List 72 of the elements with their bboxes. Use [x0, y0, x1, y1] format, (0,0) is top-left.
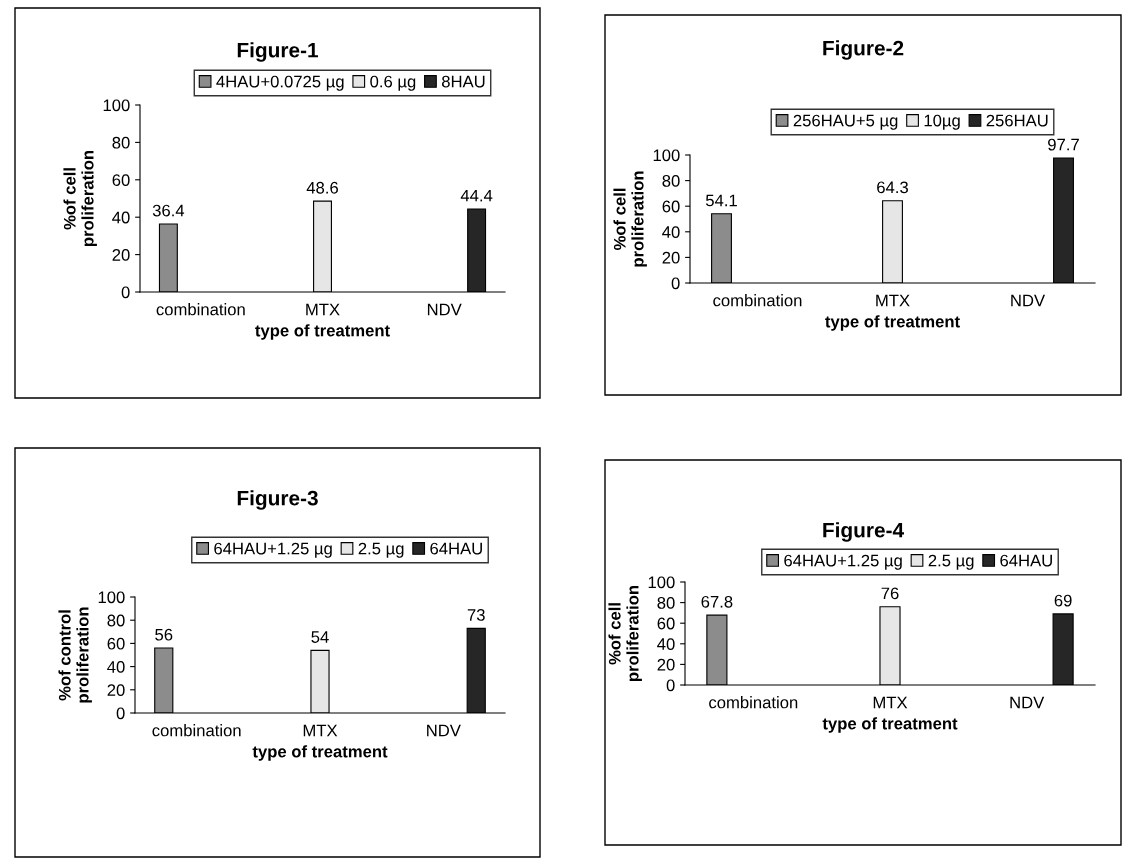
y-tick-label: 0 — [121, 286, 130, 299]
x-tick-label: combination — [709, 696, 798, 709]
x-tick-label: MTX — [873, 696, 908, 709]
legend-label: 8HAU — [442, 75, 485, 88]
y-axis-title: %of cell proliferation — [63, 150, 97, 247]
legend-label: 0.6 µg — [370, 75, 416, 91]
y-axis-title: %of cell proliferation — [613, 171, 647, 267]
legend-label: 2.5 µg — [358, 542, 404, 558]
data-label: 67.8 — [701, 595, 733, 608]
data-label: 69 — [1054, 594, 1072, 607]
y-tick-label: 40 — [112, 211, 130, 224]
legend-label: 256HAU — [986, 114, 1048, 127]
y-tick-label: 100 — [103, 99, 130, 112]
y-tick-label: 60 — [657, 617, 675, 630]
y-axis-title: %of control proliferation — [58, 607, 92, 703]
data-label: 54 — [311, 631, 329, 643]
x-axis-title: type of treatment — [825, 315, 960, 331]
chart-title: Figure-4 — [823, 522, 904, 542]
y-tick-label: 40 — [662, 226, 680, 238]
legend-label: 2.5 µg — [928, 554, 974, 570]
x-tick-label: combination — [713, 294, 802, 307]
y-tick-label: 60 — [662, 200, 680, 213]
data-label: 36.4 — [152, 204, 185, 217]
data-label: 64.3 — [877, 181, 908, 194]
legend-label: 256HAU+5 µg — [793, 114, 898, 130]
y-tick-label: 80 — [107, 614, 125, 627]
legend-label: 64HAU — [430, 542, 482, 555]
chart-title: Figure-2 — [823, 40, 904, 60]
y-tick-label: 40 — [107, 661, 125, 673]
x-axis-title: type of treatment — [822, 717, 958, 733]
y-tick-label: 20 — [107, 684, 125, 696]
x-tick-label: MTX — [306, 303, 340, 316]
legend-label: 64HAU — [1000, 554, 1052, 567]
y-tick-label: 20 — [112, 249, 130, 261]
y-tick-label: 0 — [666, 679, 675, 692]
data-label: 73 — [467, 609, 485, 621]
y-tick-label: 60 — [112, 174, 130, 186]
y-tick-label: 20 — [662, 251, 680, 264]
y-tick-label: 0 — [671, 277, 680, 290]
chart-title: Figure-3 — [237, 490, 318, 510]
y-tick-label: 100 — [98, 591, 125, 604]
chart-title: Figure-1 — [237, 42, 319, 62]
x-tick-label: NDV — [1011, 294, 1046, 307]
data-label: 76 — [881, 587, 899, 600]
y-tick-label: 60 — [107, 637, 125, 650]
y-axis-title: %of cell proliferation — [608, 585, 642, 682]
x-tick-label: MTX — [303, 724, 338, 737]
y-tick-label: 40 — [657, 638, 675, 650]
y-tick-label: 0 — [116, 707, 125, 720]
x-tick-label: NDV — [427, 724, 461, 737]
x-axis-title: type of treatment — [255, 324, 390, 340]
data-label: 56 — [155, 628, 173, 641]
y-tick-label: 80 — [112, 136, 130, 149]
legend-label: 64HAU+1.25 µg — [214, 542, 332, 558]
y-tick-label: 100 — [653, 149, 680, 162]
data-label: 97.7 — [1048, 138, 1079, 151]
x-tick-label: MTX — [876, 294, 910, 307]
data-label: 44.4 — [460, 189, 493, 202]
data-label: 48.6 — [306, 181, 338, 194]
legend-label: 10µg — [924, 114, 960, 130]
y-tick-label: 20 — [657, 658, 675, 671]
y-tick-label: 80 — [657, 597, 675, 609]
x-tick-label: combination — [152, 724, 241, 737]
y-tick-label: 100 — [648, 576, 675, 589]
y-tick-label: 80 — [662, 175, 680, 187]
legend-label: 4HAU+0.0725 µg — [216, 75, 344, 91]
x-tick-label: combination — [156, 303, 245, 316]
legend-label: 64HAU+1.25 µg — [784, 554, 902, 570]
data-label: 54.1 — [705, 194, 737, 207]
x-axis-title: type of treatment — [252, 745, 388, 761]
x-tick-label: NDV — [427, 303, 462, 316]
x-tick-label: NDV — [1010, 696, 1045, 709]
